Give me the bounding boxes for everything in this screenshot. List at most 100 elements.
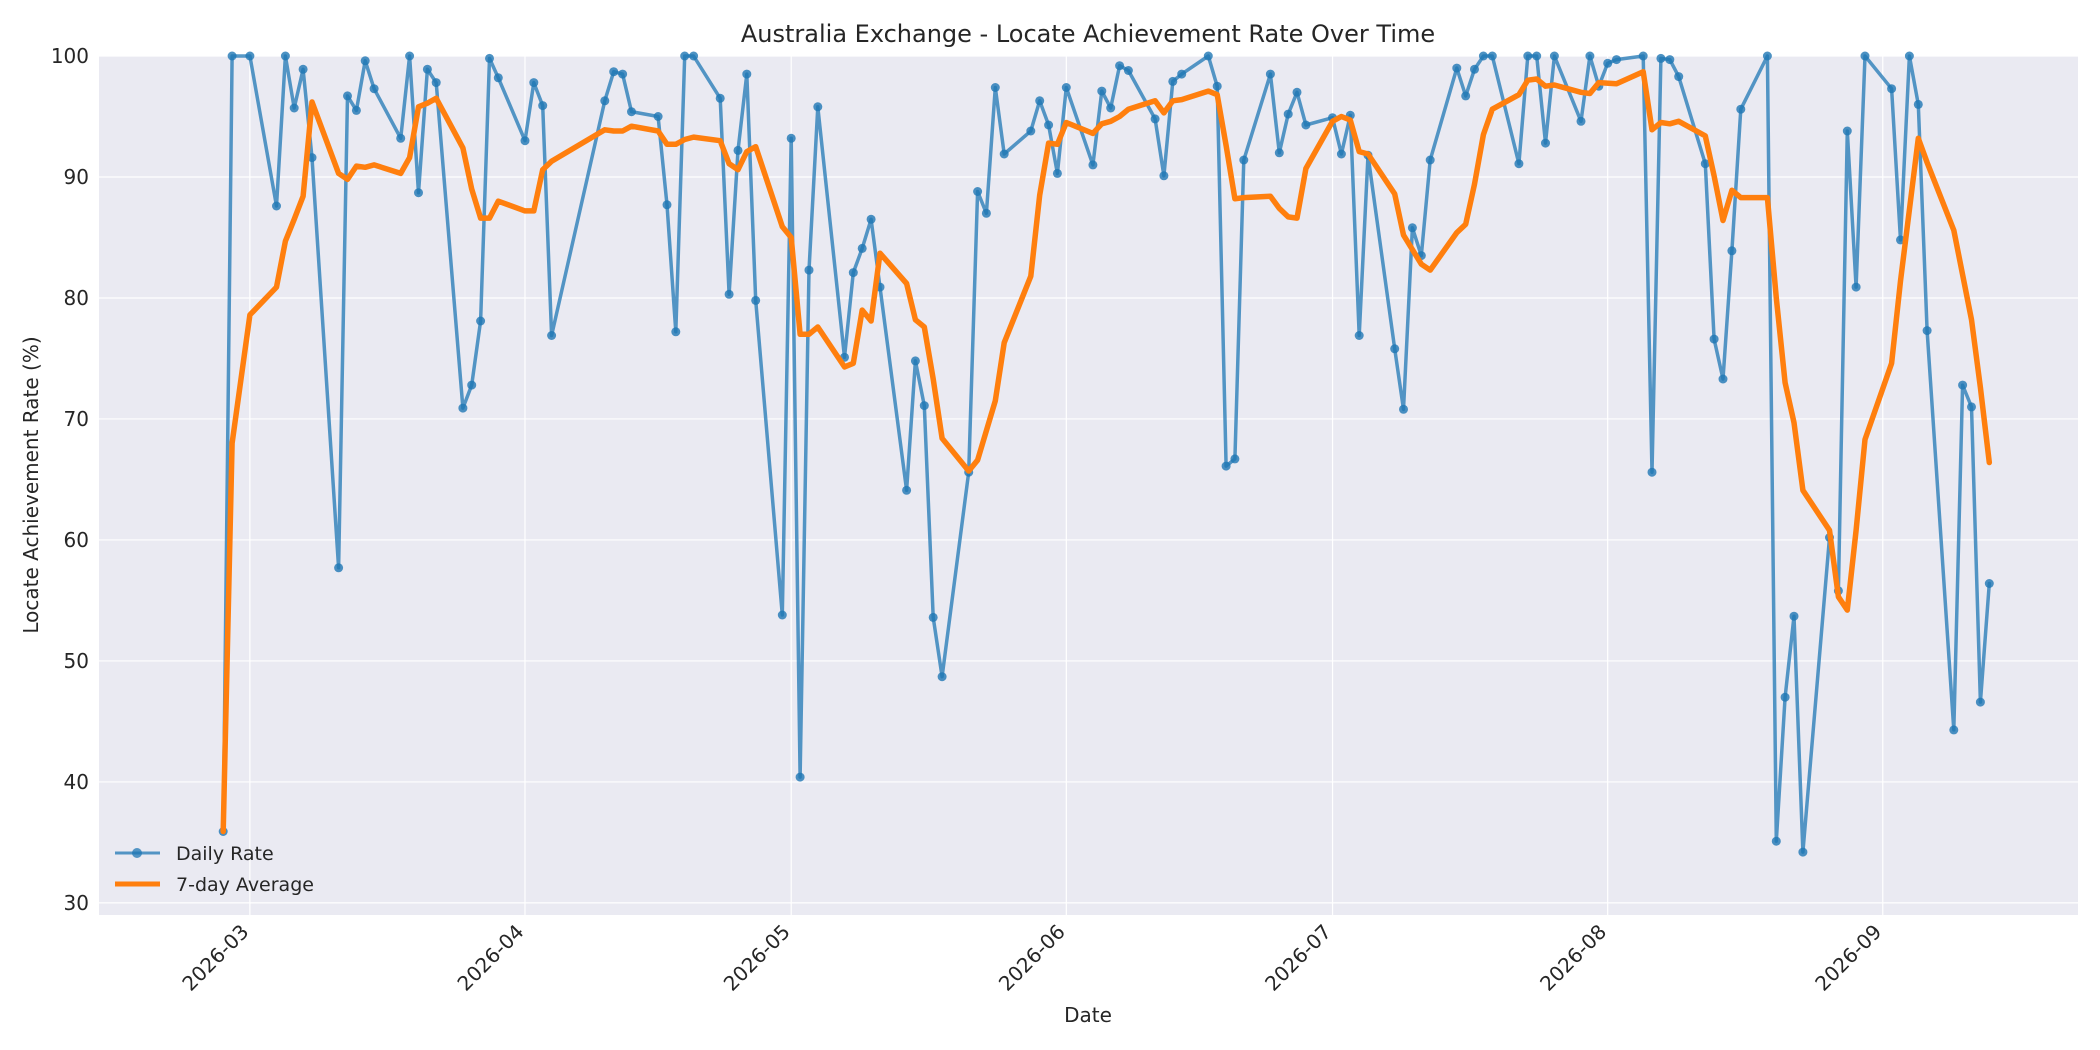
- data-point-daily-rate: [653, 112, 663, 121]
- data-point-daily-rate: [1842, 126, 1852, 136]
- data-point-daily-rate: [609, 67, 619, 77]
- data-point-daily-rate: [1230, 454, 1240, 464]
- data-point-daily-rate: [1478, 51, 1488, 61]
- data-point-daily-rate: [529, 78, 539, 88]
- data-point-daily-rate: [369, 84, 379, 94]
- data-point-daily-rate: [1638, 51, 1648, 61]
- data-point-daily-rate: [1727, 246, 1737, 256]
- data-point-daily-rate: [671, 327, 681, 337]
- data-point-daily-rate: [1922, 326, 1932, 336]
- y-tick-label: 40: [64, 770, 89, 794]
- data-point-daily-rate: [848, 268, 858, 278]
- legend-label-7-day-average: 7-day Average: [176, 874, 314, 896]
- data-point-daily-rate: [751, 295, 761, 305]
- data-point-daily-rate: [1762, 51, 1772, 61]
- data-point-daily-rate: [1061, 83, 1071, 92]
- data-point-daily-rate: [227, 51, 237, 61]
- data-point-daily-rate: [937, 672, 947, 682]
- data-point-daily-rate: [476, 316, 486, 326]
- legend-marker-daily-rate: [132, 848, 142, 858]
- data-point-daily-rate: [1470, 64, 1479, 74]
- data-point-daily-rate: [1150, 114, 1160, 124]
- data-point-daily-rate: [1532, 51, 1542, 61]
- y-axis-label: Locate Achievement Rate (%): [19, 336, 43, 633]
- data-point-daily-rate: [795, 772, 805, 782]
- legend-label-daily-rate: Daily Rate: [176, 843, 274, 865]
- data-point-daily-rate: [414, 188, 423, 198]
- data-point-daily-rate: [990, 83, 1000, 92]
- data-point-daily-rate: [280, 51, 290, 61]
- data-point-daily-rate: [928, 612, 938, 622]
- data-point-daily-rate: [662, 200, 672, 210]
- series-line-daily-rate: [221, 54, 1992, 854]
- data-point-daily-rate: [1780, 692, 1790, 702]
- data-point-daily-rate: [1603, 58, 1613, 68]
- data-point-daily-rate: [431, 78, 441, 88]
- data-point-daily-rate: [1514, 159, 1524, 169]
- data-point-daily-rate: [1851, 282, 1861, 292]
- data-point-daily-rate: [547, 331, 557, 340]
- data-point-daily-rate: [1549, 51, 1559, 61]
- grid: [99, 55, 2078, 915]
- data-point-daily-rate: [724, 289, 734, 299]
- data-point-daily-rate: [343, 91, 352, 101]
- data-point-daily-rate: [1452, 63, 1462, 73]
- data-point-daily-rate: [1904, 51, 1914, 61]
- data-point-daily-rate: [485, 53, 494, 63]
- data-point-daily-rate: [1425, 155, 1435, 165]
- y-tick-label: 90: [64, 165, 89, 189]
- data-point-daily-rate: [786, 133, 796, 143]
- x-axis-label: Date: [1064, 1003, 1112, 1027]
- data-point-daily-rate: [1097, 86, 1107, 96]
- data-point-daily-rate: [289, 103, 299, 113]
- data-point-daily-rate: [804, 265, 814, 275]
- data-point-daily-rate: [1576, 116, 1586, 126]
- data-point-daily-rate: [1336, 149, 1346, 159]
- data-point-daily-rate: [1026, 126, 1036, 136]
- data-point-daily-rate: [857, 243, 867, 253]
- data-point-daily-rate: [1390, 344, 1400, 354]
- data-point-daily-rate: [1354, 331, 1364, 340]
- chart-title: Australia Exchange - Locate Achievement …: [741, 20, 1435, 48]
- legend: Daily Rate 7-day Average: [115, 843, 314, 896]
- data-point-daily-rate: [1585, 51, 1595, 61]
- data-point-daily-rate: [733, 145, 743, 155]
- data-point-daily-rate: [1123, 66, 1133, 75]
- data-point-daily-rate: [999, 149, 1009, 159]
- series-line-7-day-average: [220, 68, 1993, 835]
- data-point-daily-rate: [919, 401, 929, 411]
- data-point-daily-rate: [298, 64, 308, 74]
- data-point-daily-rate: [493, 73, 503, 83]
- data-point-daily-rate: [1487, 51, 1497, 61]
- data-point-daily-rate: [405, 51, 415, 61]
- data-point-daily-rate: [1221, 461, 1231, 471]
- data-point-daily-rate: [520, 136, 530, 146]
- y-tick-label: 100: [51, 44, 89, 68]
- data-point-daily-rate: [1789, 611, 1799, 621]
- data-point-daily-rate: [1283, 109, 1293, 119]
- data-point-daily-rate: [1771, 836, 1781, 846]
- data-point-daily-rate: [866, 214, 876, 224]
- data-point-daily-rate: [680, 51, 690, 61]
- data-point-daily-rate: [1665, 55, 1675, 65]
- data-point-daily-rate: [245, 51, 255, 61]
- data-point-daily-rate: [1967, 402, 1976, 412]
- data-point-daily-rate: [1700, 159, 1710, 169]
- data-point-daily-rate: [458, 403, 468, 413]
- data-point-daily-rate: [1860, 51, 1870, 61]
- data-point-daily-rate: [1647, 467, 1657, 477]
- data-point-daily-rate: [627, 107, 636, 117]
- data-point-daily-rate: [1674, 72, 1684, 82]
- data-point-daily-rate: [1159, 171, 1169, 181]
- y-tick-label: 70: [64, 407, 89, 431]
- data-point-daily-rate: [351, 105, 361, 115]
- data-point-daily-rate: [1958, 380, 1968, 390]
- data-point-daily-rate: [360, 56, 370, 66]
- data-point-daily-rate: [1461, 91, 1471, 101]
- data-point-daily-rate: [1203, 51, 1213, 61]
- data-point-daily-rate: [910, 356, 920, 366]
- data-point-daily-rate: [1177, 69, 1187, 79]
- y-tick-label: 30: [64, 891, 89, 915]
- data-point-daily-rate: [272, 201, 281, 211]
